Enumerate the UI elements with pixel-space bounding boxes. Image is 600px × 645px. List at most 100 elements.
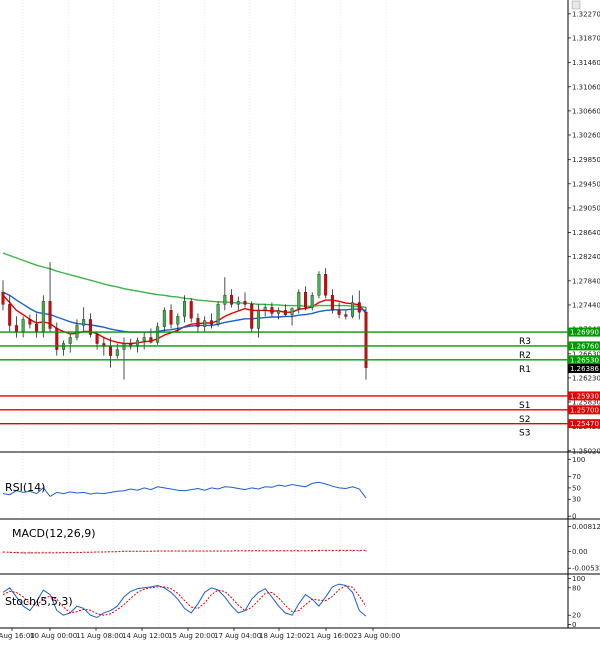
candle-body[interactable] [88, 319, 92, 335]
candle-body[interactable] [41, 301, 45, 332]
candle-body[interactable] [189, 301, 193, 319]
candle-body[interactable] [351, 302, 355, 317]
candle-body[interactable] [317, 274, 321, 296]
level-name-r3: R3 [519, 337, 531, 347]
time-tick-label: 11 Aug 08:00 [76, 632, 123, 640]
level-price-tag [568, 419, 600, 429]
price-tick-label: 1.30260 [572, 131, 600, 139]
candle-body[interactable] [337, 310, 341, 315]
candle-body[interactable] [55, 328, 59, 350]
candle-body[interactable] [176, 316, 180, 325]
price-tick-label: 1.32270 [572, 10, 600, 18]
candle-body[interactable] [263, 307, 267, 311]
level-price-label: 1.25930 [570, 392, 599, 400]
level-price-tag [568, 363, 600, 373]
level-price-label: 1.25700 [570, 406, 599, 414]
candle-body[interactable] [48, 301, 52, 329]
price-panel[interactable]: 1.32270 1.31870 1.31460 1.31060 1.30660 1.302… [0, 10, 600, 455]
price-tick-label: 1.28240 [572, 253, 600, 261]
candle-body[interactable] [169, 310, 173, 325]
level-price-label: 1.26990 [570, 329, 599, 337]
candle-body[interactable] [82, 319, 86, 326]
price-tick-label: 1.26230 [572, 374, 600, 382]
time-tick-label: 23 Aug 00:00 [353, 632, 400, 640]
candle-body[interactable] [203, 320, 207, 327]
candle-body[interactable] [357, 302, 361, 313]
rsi-label: RSI(14) [5, 481, 45, 494]
price-tick-label: 1.29850 [572, 156, 600, 164]
corner-icon[interactable] [571, 0, 581, 10]
candle-body[interactable] [364, 311, 368, 368]
level-price-tag [568, 405, 600, 415]
time-tick-label: 9 Aug 16:00 [0, 632, 35, 640]
rsi-panel[interactable]: 100 70 50 30 0 [2, 456, 585, 521]
price-tick-label: 1.30660 [572, 107, 600, 115]
candle-body[interactable] [35, 324, 39, 332]
time-tick-label: 14 Aug 12:00 [122, 632, 169, 640]
stoch-tick-label: 20 [572, 612, 581, 620]
candle-body[interactable] [243, 301, 247, 305]
stoch-tick-label: 80 [572, 584, 581, 592]
candle-body[interactable] [14, 325, 18, 332]
candle-body[interactable] [209, 320, 213, 325]
candle-body[interactable] [182, 301, 186, 317]
candle-body[interactable] [324, 274, 328, 296]
candle-body[interactable] [8, 304, 12, 326]
level-price-tag [568, 391, 600, 401]
candle-body[interactable] [256, 310, 260, 329]
level-price-label: 1.26530 [570, 356, 599, 364]
candle-body[interactable] [21, 319, 25, 332]
candle-body[interactable] [142, 337, 146, 341]
candle-body[interactable] [1, 292, 5, 305]
level-price-tag [568, 355, 600, 365]
price-tick-label: 1.25020 [572, 447, 600, 455]
candle-body[interactable] [109, 346, 113, 356]
time-tick-label: 18 Aug 12:00 [259, 632, 306, 640]
candle-body[interactable] [230, 295, 234, 305]
stoch-tick-label: 0 [572, 621, 576, 629]
candle-body[interactable] [250, 304, 254, 329]
candle-body[interactable] [310, 295, 314, 308]
candle-body[interactable] [162, 310, 166, 327]
rsi-tick-label: 70 [572, 473, 581, 481]
candle-body[interactable] [68, 337, 72, 344]
price-tick-label: 1.26630 [572, 350, 600, 358]
candle-body[interactable] [149, 337, 153, 343]
level-name-r1: R1 [519, 365, 531, 375]
candle-body[interactable] [277, 310, 281, 314]
candle-body[interactable] [236, 301, 240, 305]
price-tick-label: 1.29050 [572, 204, 600, 212]
candle-body[interactable] [270, 307, 274, 314]
ma-line-ma-mid [2, 291, 367, 333]
level-name-s3: S3 [519, 429, 530, 439]
rsi-tick-label: 100 [572, 456, 585, 464]
rsi-tick-label: 50 [572, 484, 581, 492]
candle-body[interactable] [216, 304, 220, 325]
candle-body[interactable] [223, 295, 227, 305]
level-price-label: 1.26760 [570, 342, 599, 350]
stoch-label: Stoch(5,5,3) [5, 595, 73, 608]
candle-body[interactable] [156, 326, 160, 343]
price-tick-label: 1.31460 [572, 59, 600, 67]
candle-body[interactable] [330, 295, 334, 311]
candle-body[interactable] [28, 319, 32, 325]
macd-label: MACD(12,26,9) [12, 527, 96, 540]
price-tick-label: 1.31060 [572, 83, 600, 91]
candle-body[interactable] [115, 349, 119, 356]
level-price-tag [568, 327, 600, 337]
macd-panel[interactable]: 0.008125 0.00 -0.005335 [2, 523, 600, 573]
candle-body[interactable] [95, 334, 99, 344]
rsi-tick-label: 30 [572, 496, 581, 504]
candle-body[interactable] [344, 314, 348, 317]
candle-body[interactable] [290, 308, 294, 315]
candle-body[interactable] [304, 292, 308, 308]
candle-body[interactable] [283, 310, 287, 315]
rsi-tick-label: 0 [572, 513, 576, 521]
stoch-line-d [2, 584, 367, 616]
candle-body[interactable] [196, 318, 200, 327]
candle-body[interactable] [297, 292, 301, 309]
